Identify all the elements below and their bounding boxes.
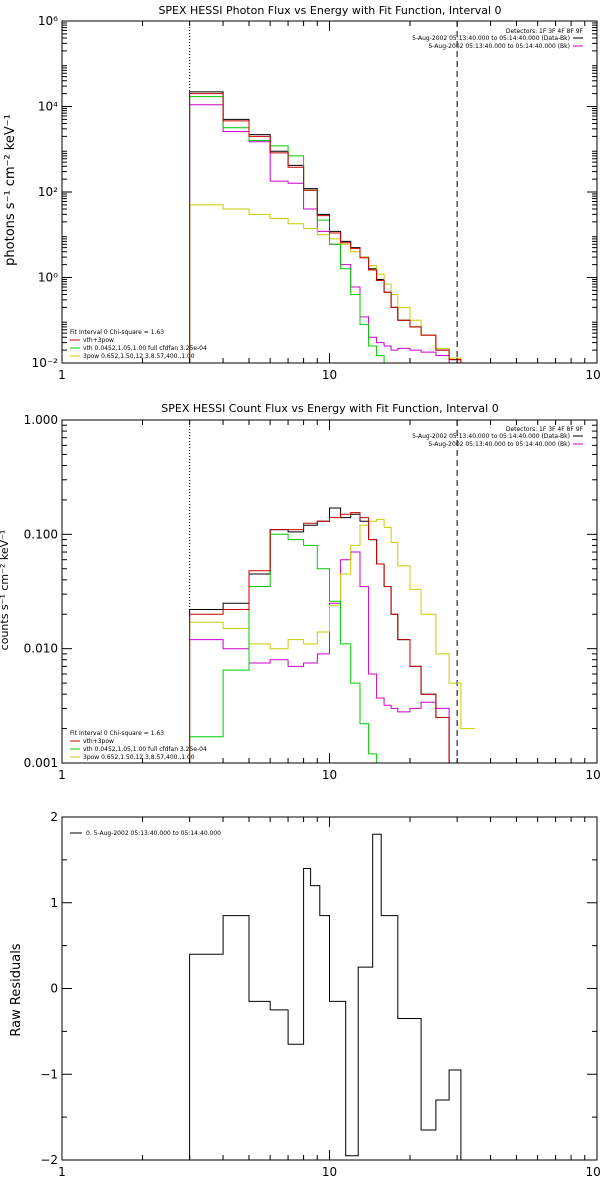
residuals-legend: 0. 5-Aug-2002 05:13:40.000 to 05:14:40.0… [70,830,221,837]
x-tick-label: 10 [322,368,337,382]
series-line [189,96,475,363]
count-flux-fit-header: Fit Interval 0 Chi-square = 1.63 [70,730,164,737]
fit-legend-label: 3pow 0.652,1.50,12.3,8.57,400.,1.00 [83,754,195,761]
x-tick-label: 10 [322,1165,337,1179]
fit-legend-label: vth+3pow [83,738,114,745]
series-line [189,551,475,763]
y-tick-label: 0 [50,982,58,996]
photon-flux-title: SPEX HESSI Photon Flux vs Energy with Fi… [158,4,501,17]
residuals-series-line [189,833,462,1160]
series-group [189,420,475,763]
top-legend-label: 5-Aug-2002 05:13:40.000 to 05:14:40.000 … [412,35,570,42]
y-tick-label: 1.000 [24,413,58,427]
fit-legend-label: vth 0.0452,1.05,1.00 full cfdfan 3.25e-0… [83,746,207,753]
photon-flux-fit-header: Fit Interval 0 Chi-square = 1.63 [70,329,164,336]
fit-legend-label: vth+3pow [83,337,114,344]
y-tick-label: 10² [38,185,58,199]
y-tick-label: 10⁶ [38,14,58,28]
top-legend-label: 5-Aug-2002 05:13:40.000 to 05:14:40.000 … [428,441,570,448]
series-group [189,833,462,1160]
fit-legend-label: vth 0.0452,1.05,1.00 full cfdfan 3.25e-0… [83,345,207,352]
y-tick-label: 0.100 [24,527,58,541]
y-tick-label: −1 [40,1067,58,1081]
x-tick-label: 100 [586,1165,600,1179]
photon-flux-fit-legend: Fit Interval 0 Chi-square = 1.63 vth+3po… [70,329,207,360]
series-line [189,93,475,363]
count-flux-top-legend: 5-Aug-2002 05:13:40.000 to 05:14:40.000 … [412,433,583,448]
y-tick-label: 10⁻² [32,356,59,370]
y-tick-label: 0.001 [24,756,58,770]
residuals-ylabel: Raw Residuals [9,943,24,1036]
count-flux-detectors: Detectors: 1F 3F 4F 8F 9F [506,426,584,433]
top-legend-label: 5-Aug-2002 05:13:40.000 to 05:14:40.000 … [428,43,570,50]
residuals-plot [189,833,462,1160]
count-flux-title: SPEX HESSI Count Flux vs Energy with Fit… [161,402,498,415]
count-flux-ylabel: counts s⁻¹ cm⁻² keV⁻¹ [0,530,11,651]
x-tick-label: 100 [586,368,600,382]
x-tick-label: 1 [58,1165,66,1179]
count-flux-panel: SPEX HESSI Count Flux vs Energy with Fit… [0,402,600,782]
y-tick-label: 10⁰ [38,271,58,285]
x-tick-label: 1 [58,768,66,782]
photon-flux-detectors: Detectors: 1F 3F 4F 8F 9F [506,28,584,35]
x-tick-label: 100 [586,768,600,782]
y-tick-label: 10⁴ [38,100,58,114]
photon-flux-axes: 1 10 100 10⁻² 10⁰ 10² 10⁴ 10⁶ [32,14,600,382]
x-tick-label: 1 [58,368,66,382]
count-flux-axes: 1 10 100 0.001 0.010 0.100 1.000 [24,413,600,782]
photon-flux-panel: SPEX HESSI Photon Flux vs Energy with Fi… [3,4,600,382]
x-tick-label: 10 [322,768,337,782]
series-line [189,533,475,763]
residuals-legend-label: 0. 5-Aug-2002 05:13:40.000 to 05:14:40.0… [86,830,221,837]
count-flux-fit-legend: Fit Interval 0 Chi-square = 1.63 vth+3po… [70,730,207,761]
residuals-panel: Raw Residuals 0. 5-Aug-2002 05:13:40.000… [9,810,600,1179]
y-tick-label: 2 [50,810,58,824]
y-tick-label: 1 [50,896,58,910]
y-tick-label: 0.010 [24,642,58,656]
photon-flux-top-legend: 5-Aug-2002 05:13:40.000 to 05:14:40.000 … [412,35,583,50]
series-group [189,21,475,363]
photon-flux-plot [189,21,475,363]
y-tick-label: −2 [40,1153,58,1167]
photon-flux-ylabel: photons s⁻¹ cm⁻² keV⁻¹ [3,114,18,266]
series-line [189,512,475,763]
fit-legend-label: 3pow 0.652,1.50,12.3,8.57,400.,1.00 [83,353,195,360]
series-line [189,518,475,763]
top-legend-label: 5-Aug-2002 05:13:40.000 to 05:14:40.000 … [412,433,570,440]
count-flux-plot [189,420,475,763]
residuals-axes: 1 10 100 −2 −1 0 1 2 [40,810,600,1179]
